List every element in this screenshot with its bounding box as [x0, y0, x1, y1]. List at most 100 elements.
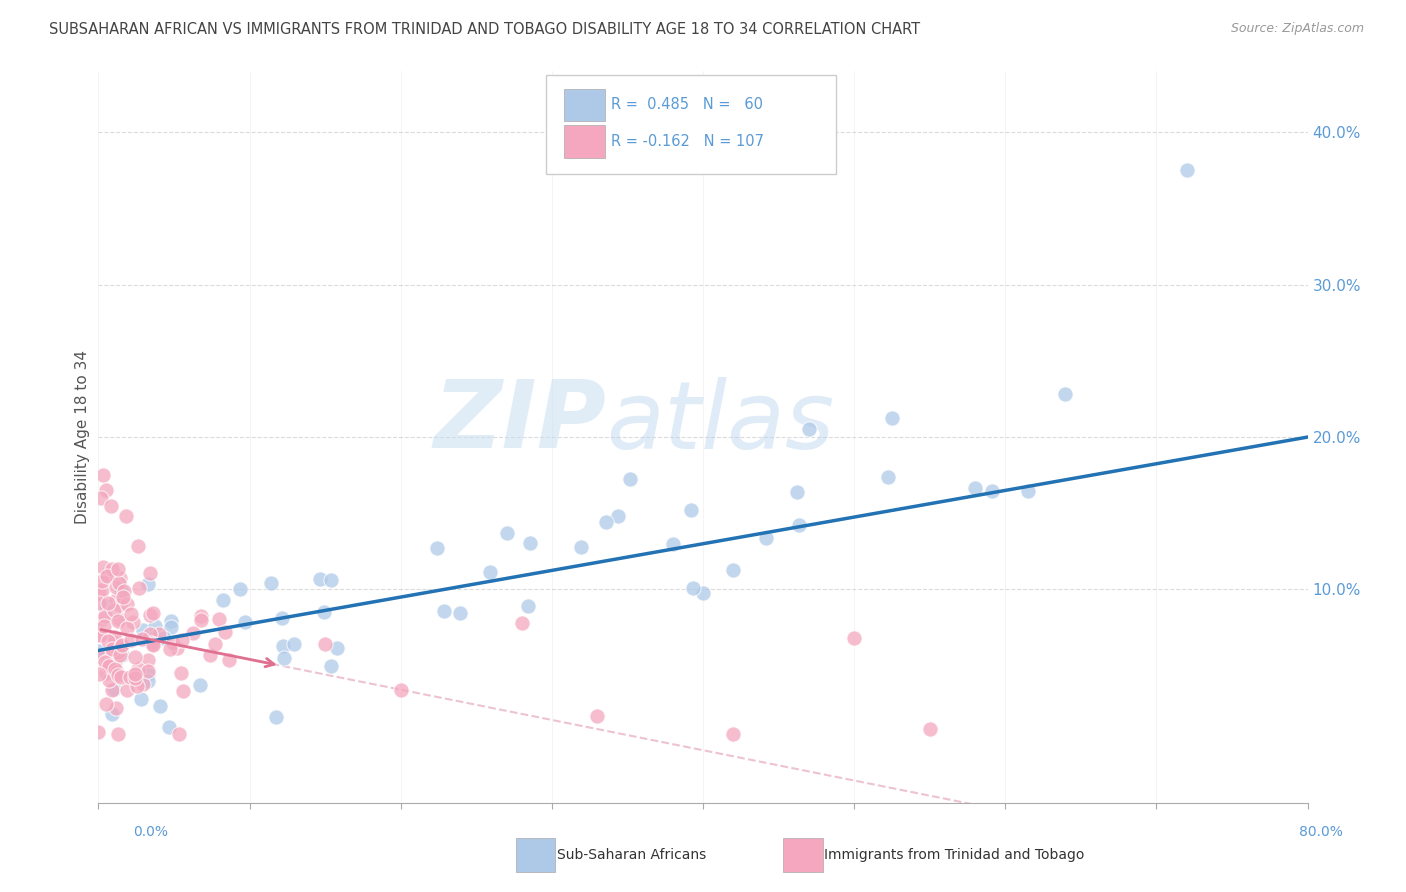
Point — [131, 677, 153, 691]
Point — [131, 632, 153, 646]
Point — [118, 670, 141, 684]
Point — [619, 472, 641, 486]
Point — [159, 642, 181, 657]
Point — [96, 596, 118, 610]
Point — [510, 616, 533, 631]
Point — [190, 609, 212, 624]
Point — [786, 485, 808, 500]
Point — [321, 659, 343, 673]
Point — [94, 609, 117, 624]
Point — [104, 635, 127, 649]
Text: atlas: atlas — [606, 377, 835, 468]
Point — [157, 720, 180, 734]
Point — [96, 697, 118, 711]
Point — [117, 682, 139, 697]
Point — [308, 572, 330, 586]
Point — [138, 664, 160, 678]
Point — [160, 620, 183, 634]
Point — [214, 624, 236, 639]
Point — [260, 576, 283, 591]
Point — [143, 619, 166, 633]
Point — [96, 569, 118, 583]
Point — [108, 571, 131, 585]
Point — [204, 637, 226, 651]
Text: Source: ZipAtlas.com: Source: ZipAtlas.com — [1230, 22, 1364, 36]
Point — [103, 682, 125, 697]
Point — [519, 536, 541, 550]
Point — [103, 640, 125, 655]
Point — [167, 727, 190, 741]
Point — [91, 468, 114, 483]
Y-axis label: Disability Age 18 to 34: Disability Age 18 to 34 — [75, 350, 90, 524]
Point — [679, 502, 702, 516]
Point — [124, 666, 146, 681]
Point — [517, 599, 540, 613]
Point — [108, 598, 131, 612]
Point — [120, 632, 142, 647]
Point — [170, 666, 193, 681]
Point — [110, 639, 132, 653]
Text: 0.0%: 0.0% — [134, 825, 169, 839]
Point — [97, 658, 120, 673]
Point — [981, 484, 1004, 499]
Text: R = -0.162   N = 107: R = -0.162 N = 107 — [612, 134, 763, 149]
Point — [87, 596, 110, 610]
Point — [107, 665, 129, 679]
Point — [105, 580, 128, 594]
Point — [105, 592, 128, 607]
Point — [94, 655, 117, 669]
Point — [273, 639, 295, 653]
Point — [148, 626, 170, 640]
Point — [136, 673, 159, 688]
Point — [1017, 484, 1039, 499]
Point — [142, 637, 165, 651]
Point — [139, 636, 162, 650]
Point — [586, 709, 609, 723]
Point — [91, 611, 114, 625]
Point — [91, 560, 114, 574]
Point — [233, 615, 256, 630]
Point — [595, 515, 617, 529]
Point — [103, 603, 125, 617]
Point — [107, 614, 129, 628]
Point — [110, 670, 132, 684]
Point — [797, 422, 820, 436]
Point — [877, 470, 900, 484]
Point — [94, 483, 117, 498]
Point — [128, 581, 150, 595]
Point — [87, 649, 110, 664]
Point — [389, 683, 412, 698]
Point — [89, 628, 111, 642]
Point — [107, 562, 129, 576]
Text: Immigrants from Trinidad and Tobago: Immigrants from Trinidad and Tobago — [824, 848, 1084, 863]
Point — [105, 701, 128, 715]
Text: R =  0.485   N =   60: R = 0.485 N = 60 — [612, 96, 763, 112]
Point — [266, 710, 288, 724]
Point — [104, 655, 127, 669]
Point — [153, 631, 176, 645]
Point — [107, 648, 129, 662]
Point — [283, 637, 305, 651]
Point — [963, 481, 986, 495]
Point — [212, 592, 235, 607]
Point — [162, 636, 184, 650]
Point — [136, 653, 159, 667]
Point — [127, 539, 149, 553]
Point — [104, 661, 127, 675]
Point — [844, 631, 866, 645]
Point — [661, 537, 683, 551]
Point — [326, 640, 349, 655]
Point — [1053, 387, 1076, 401]
Point — [101, 706, 124, 721]
Point — [107, 576, 129, 591]
Point — [692, 586, 714, 600]
Point — [160, 615, 183, 629]
Point — [87, 667, 110, 681]
Point — [449, 606, 471, 620]
Point — [229, 582, 252, 596]
Point — [314, 637, 336, 651]
Point — [97, 654, 120, 668]
Point — [107, 668, 129, 682]
Point — [495, 525, 517, 540]
Point — [108, 612, 131, 626]
